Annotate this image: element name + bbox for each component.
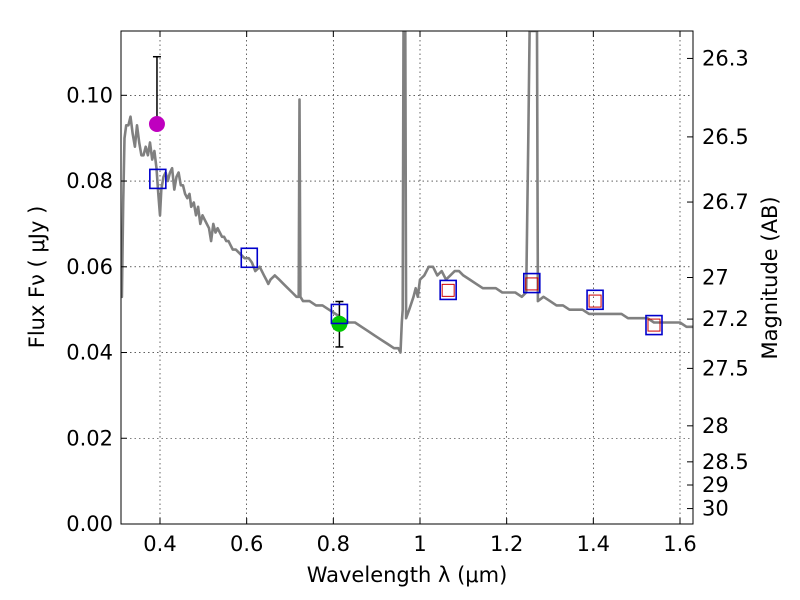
model-photometry-box xyxy=(522,272,541,294)
observed-box xyxy=(588,294,602,308)
y2-tick-label: 28.5 xyxy=(702,450,749,474)
ticks: 0.4 0.6 0.8 1 1.2 1.4 1.6 0.00 0.02 0.04 0.06 0.08 0… xyxy=(66,31,749,556)
y-tick-label: 0.04 xyxy=(66,341,113,365)
y2-tick-label: 30 xyxy=(702,497,729,521)
y2-tick-label: 28 xyxy=(702,414,729,438)
y-tick-label: 0.08 xyxy=(66,169,113,193)
x-tick-label: 0.6 xyxy=(230,532,263,556)
y2-axis-title: Magnitude (AB) xyxy=(758,196,782,359)
observed-box xyxy=(441,283,455,297)
model-photometry-box xyxy=(149,168,167,190)
y-tick-label: 0.06 xyxy=(66,255,113,279)
sed-series-line xyxy=(121,31,693,354)
x-tick-label: 1.2 xyxy=(490,532,523,556)
model-photometry-box xyxy=(439,279,457,301)
observed-point xyxy=(148,116,165,133)
x-tick-label: 0.4 xyxy=(143,532,176,556)
y2-tick-label: 27.5 xyxy=(702,356,749,380)
y2-tick-label: 26.5 xyxy=(702,125,749,149)
series-layer xyxy=(121,31,693,354)
y-tick-label: 0.02 xyxy=(66,426,113,450)
y2-tick-label: 27.2 xyxy=(702,307,749,331)
x-tick-label: 1.6 xyxy=(663,532,696,556)
y2-tick-label: 26.7 xyxy=(702,190,749,214)
y-tick-label: 0.00 xyxy=(66,512,113,536)
observed-box xyxy=(525,277,539,291)
x-tick-label: 1.4 xyxy=(577,532,610,556)
observed-box xyxy=(647,318,661,332)
x-tick-label: 1 xyxy=(413,532,426,556)
marker-layer xyxy=(148,55,663,348)
y-tick-label: 0.10 xyxy=(66,83,113,107)
y-axis-title: Flux Fν ( μJy ) xyxy=(25,206,49,349)
model-photometry-box xyxy=(645,314,663,336)
y2-tick-label: 29 xyxy=(702,473,729,497)
model-photometry-box xyxy=(330,303,349,325)
model-photometry-box xyxy=(586,289,604,311)
grid xyxy=(121,31,693,524)
y2-tick-label: 27 xyxy=(702,266,729,290)
model-photometry-box xyxy=(240,247,259,269)
x-axis-title: Wavelength λ (μm) xyxy=(307,563,508,587)
x-tick-label: 0.8 xyxy=(317,532,350,556)
y2-tick-label: 26.3 xyxy=(702,46,749,70)
